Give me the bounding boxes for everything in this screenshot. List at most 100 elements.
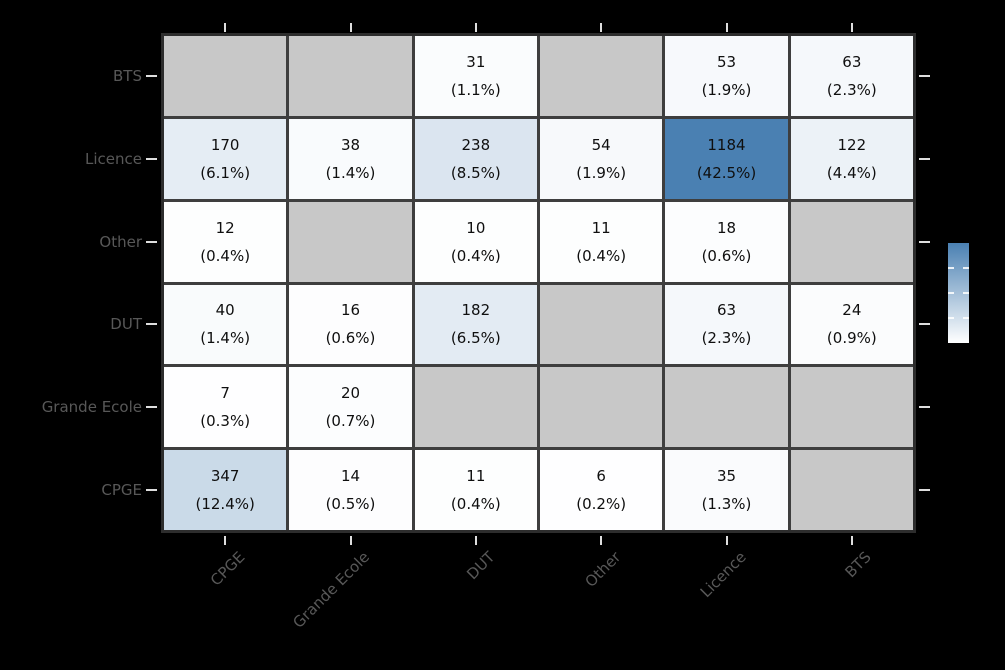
y-tick-label-licence: Licence	[85, 149, 142, 168]
heatmap-cell-other-licence: 18 (0.6%)	[665, 201, 788, 282]
cell-count: 53	[716, 52, 737, 71]
cell-percent: (1.1%)	[450, 80, 501, 99]
heatmap-cell-licence-licence: 1184 (42.5%)	[665, 118, 788, 199]
cell-count: 11	[591, 218, 611, 237]
y-tick-left-bts	[146, 74, 157, 77]
cell-percent: (1.4%)	[325, 163, 376, 182]
y-tick-left-licence	[146, 157, 157, 160]
y-tick-label-bts: BTS	[113, 66, 142, 85]
y-tick-right-licence	[919, 157, 930, 160]
cell-count: 1184	[707, 135, 746, 154]
x-tick-label-licence: Licence	[696, 548, 750, 602]
heatmap-cell-cpge-dut: 11 (0.4%)	[414, 450, 537, 530]
colorbar-tick-left	[948, 292, 954, 294]
heatmap-cell-bts-other-empty	[540, 36, 663, 116]
colorbar-tick-right	[963, 267, 969, 269]
y-tick-left-grande-ecole	[146, 406, 157, 409]
colorbar-tick-right	[963, 317, 969, 319]
y-tick-label-cpge: CPGE	[101, 481, 142, 500]
x-tick-bottom-other	[600, 536, 603, 545]
cell-count: 35	[716, 467, 737, 486]
y-tick-left-dut	[146, 323, 157, 326]
cell-percent: (0.3%)	[200, 412, 251, 431]
x-tick-label-bts: BTS	[841, 548, 875, 582]
cell-count: 63	[842, 52, 862, 71]
cell-count: 6	[596, 467, 606, 486]
cell-count: 11	[466, 467, 486, 486]
heatmap-cell-grande-ecole-dut-empty	[414, 367, 537, 448]
cell-percent: (2.3%)	[826, 80, 877, 99]
colorbar	[948, 243, 969, 343]
heatmap-cell-licence-grande-ecole: 38 (1.4%)	[289, 118, 412, 199]
cell-count: 10	[466, 218, 486, 237]
y-tick-right-other	[919, 240, 930, 243]
heatmap-cell-bts-cpge-empty	[164, 36, 287, 116]
y-tick-right-cpge	[919, 489, 930, 492]
y-tick-right-grande-ecole	[919, 406, 930, 409]
heatmap-cell-other-bts-empty	[790, 201, 913, 282]
cell-percent: (0.4%)	[200, 246, 251, 265]
heatmap-cell-licence-other: 54 (1.9%)	[540, 118, 663, 199]
x-tick-bottom-licence	[725, 536, 728, 545]
x-tick-label-other: Other	[581, 548, 624, 591]
heatmap-cell-dut-dut: 182 (6.5%)	[414, 284, 537, 365]
heatmap-cell-grande-ecole-grande-ecole: 20 (0.7%)	[289, 367, 412, 448]
cell-count: 347	[210, 467, 240, 486]
cell-count: 16	[340, 301, 361, 320]
heatmap-cell-cpge-cpge: 347 (12.4%)	[164, 450, 287, 530]
y-tick-left-cpge	[146, 489, 157, 492]
x-tick-top-other	[600, 23, 603, 32]
x-tick-bottom-grande-ecole	[349, 536, 352, 545]
heatmap-cell-dut-bts: 24 (0.9%)	[790, 284, 913, 365]
cell-count: 54	[591, 135, 611, 154]
cell-count: 20	[340, 384, 361, 403]
x-tick-label-grande-ecole: Grande Ecole	[289, 548, 374, 632]
cell-percent: (0.4%)	[576, 246, 627, 265]
heatmap-cell-dut-grande-ecole: 16 (0.6%)	[289, 284, 412, 365]
heatmap-grid: 31 (1.1%) 53 (1.9%) 63 (2.3%) 170 (6.1%) 38 (1.4%…	[161, 33, 916, 533]
heatmap-cell-licence-cpge: 170 (6.1%)	[164, 118, 287, 199]
cell-count: 170	[210, 135, 240, 154]
cell-count: 182	[461, 301, 491, 320]
x-tick-top-grande-ecole	[349, 23, 352, 32]
cell-percent: (0.7%)	[325, 412, 376, 431]
heatmap-cell-grande-ecole-bts-empty	[790, 367, 913, 448]
heatmap-cell-bts-grande-ecole-empty	[289, 36, 412, 116]
heatmap-cell-other-dut: 10 (0.4%)	[414, 201, 537, 282]
heatmap-cell-other-cpge: 12 (0.4%)	[164, 201, 287, 282]
cell-count: 238	[461, 135, 491, 154]
x-tick-bottom-dut	[474, 536, 477, 545]
heatmap-cell-cpge-bts-empty	[790, 450, 913, 530]
y-tick-right-dut	[919, 323, 930, 326]
y-tick-label-grande-ecole: Grande Ecole	[41, 398, 142, 417]
heatmap-cell-dut-cpge: 40 (1.4%)	[164, 284, 287, 365]
cell-percent: (2.3%)	[701, 329, 752, 348]
cell-count: 31	[466, 52, 486, 71]
heatmap-cell-bts-licence: 53 (1.9%)	[665, 36, 788, 116]
cell-percent: (4.4%)	[826, 163, 877, 182]
heatmap-cell-other-other: 11 (0.4%)	[540, 201, 663, 282]
x-tick-label-cpge: CPGE	[206, 548, 248, 590]
x-tick-top-licence	[725, 23, 728, 32]
cell-percent: (0.4%)	[450, 495, 501, 514]
cell-percent: (6.1%)	[200, 163, 251, 182]
heatmap-cell-grande-ecole-cpge: 7 (0.3%)	[164, 367, 287, 448]
x-tick-bottom-cpge	[224, 536, 227, 545]
heatmap-cell-bts-dut: 31 (1.1%)	[414, 36, 537, 116]
cell-count: 18	[716, 218, 737, 237]
colorbar-tick-right	[963, 292, 969, 294]
cell-percent: (0.5%)	[325, 495, 376, 514]
cell-percent: (8.5%)	[450, 163, 501, 182]
heatmap-cell-bts-bts: 63 (2.3%)	[790, 36, 913, 116]
heatmap-cell-other-grande-ecole-empty	[289, 201, 412, 282]
cell-count: 40	[215, 301, 235, 320]
cell-percent: (6.5%)	[450, 329, 501, 348]
cell-percent: (0.2%)	[576, 495, 627, 514]
x-tick-top-cpge	[224, 23, 227, 32]
x-tick-bottom-bts	[850, 536, 853, 545]
cell-percent: (1.9%)	[576, 163, 627, 182]
cell-count: 7	[220, 384, 230, 403]
heatmap-cell-dut-other-empty	[540, 284, 663, 365]
cell-percent: (12.4%)	[195, 495, 255, 514]
